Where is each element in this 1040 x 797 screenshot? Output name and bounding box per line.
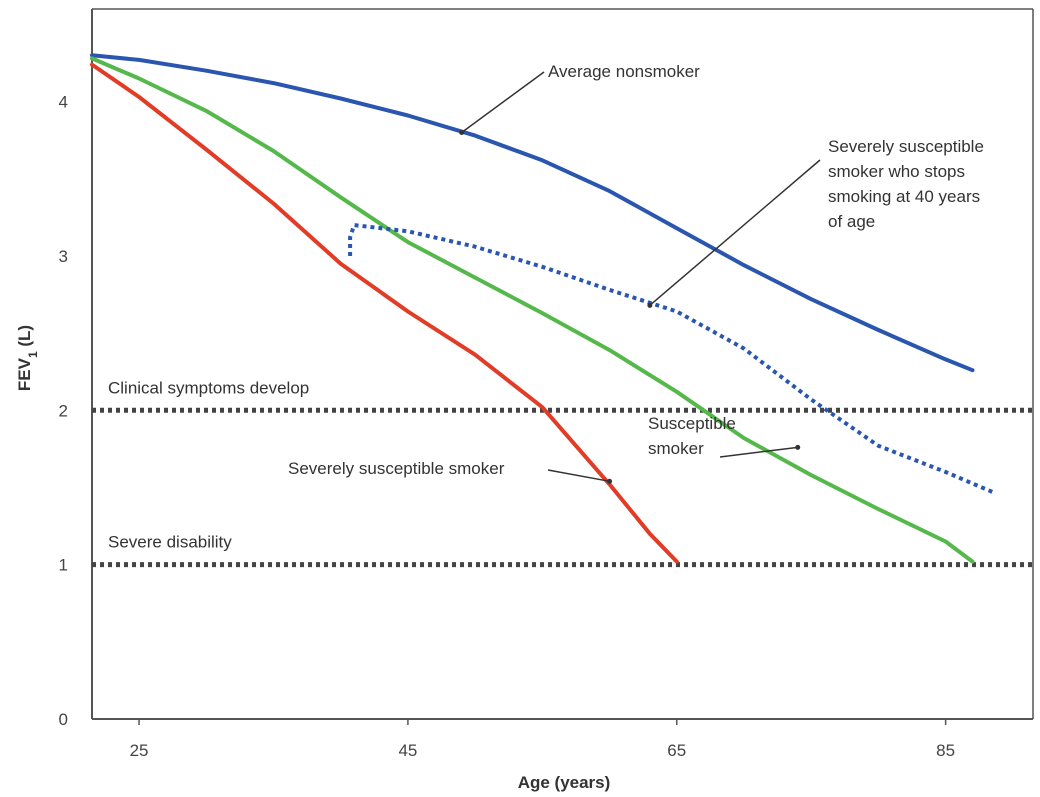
x-axis-title: Age (years) bbox=[518, 773, 611, 792]
annotation-label: Severely susceptible smoker who stops smok… bbox=[828, 137, 984, 231]
y-tick-label: 4 bbox=[59, 93, 68, 112]
annotation-label-line: of age bbox=[828, 212, 875, 231]
annotation-label-line: smoker who stops bbox=[828, 162, 965, 181]
annotation-label: Susceptible smoker bbox=[648, 414, 736, 458]
reference-line-label: Severe disability bbox=[108, 533, 232, 552]
annotation-leader-line bbox=[719, 446, 798, 458]
annotation-leader-line bbox=[547, 469, 610, 483]
y-axis-title-unit: (L) bbox=[15, 325, 34, 351]
reference-lines: Clinical symptoms develop Severe disabili… bbox=[92, 378, 1033, 568]
x-ticks: 25 45 65 85 bbox=[130, 719, 955, 760]
reference-line-label: Clinical symptoms develop bbox=[108, 378, 309, 397]
y-tick-label: 0 bbox=[59, 710, 68, 729]
annotation-label-line: Severely susceptible bbox=[828, 137, 984, 156]
annotation-pointer-dot bbox=[459, 129, 465, 135]
y-tick-label: 3 bbox=[59, 247, 68, 266]
x-tick-label: 25 bbox=[130, 741, 149, 760]
x-tick-label: 65 bbox=[667, 741, 686, 760]
y-tick-label: 2 bbox=[59, 401, 68, 420]
annotation-label-line: smoker bbox=[648, 439, 704, 458]
y-axis-title: FEV1 (L) bbox=[15, 325, 40, 391]
series-line bbox=[348, 223, 994, 494]
series-line bbox=[90, 53, 975, 373]
y-axis-title-main: FEV bbox=[15, 357, 34, 391]
annotation-pointer-dot bbox=[607, 478, 613, 484]
annotation-leader-line bbox=[649, 159, 821, 306]
x-tick-label: 85 bbox=[936, 741, 955, 760]
y-axis-title-subscript: 1 bbox=[26, 351, 40, 358]
y-tick-label: 1 bbox=[59, 556, 68, 575]
annotation-pointer-dot bbox=[795, 444, 801, 450]
annotations: Average nonsmoker Severely susceptible smo… bbox=[288, 62, 984, 484]
series-layer bbox=[90, 53, 994, 564]
annotation-label-line: smoking at 40 years bbox=[828, 187, 980, 206]
y-ticks: 0 1 2 3 4 bbox=[59, 93, 68, 729]
series-line bbox=[90, 56, 975, 564]
annotation-label-line: Average nonsmoker bbox=[548, 62, 700, 81]
annotation-label-line: Severely susceptible smoker bbox=[288, 459, 505, 478]
annotation-label: Severely susceptible smoker bbox=[288, 459, 505, 478]
series-line bbox=[90, 62, 679, 564]
annotation-label-line: Susceptible bbox=[648, 414, 736, 433]
annotation-label: Average nonsmoker bbox=[548, 62, 700, 81]
annotation-leader-line bbox=[461, 71, 545, 134]
x-tick-label: 45 bbox=[398, 741, 417, 760]
plot-frame bbox=[91, 8, 1034, 720]
annotation-pointer-dot bbox=[647, 302, 653, 308]
